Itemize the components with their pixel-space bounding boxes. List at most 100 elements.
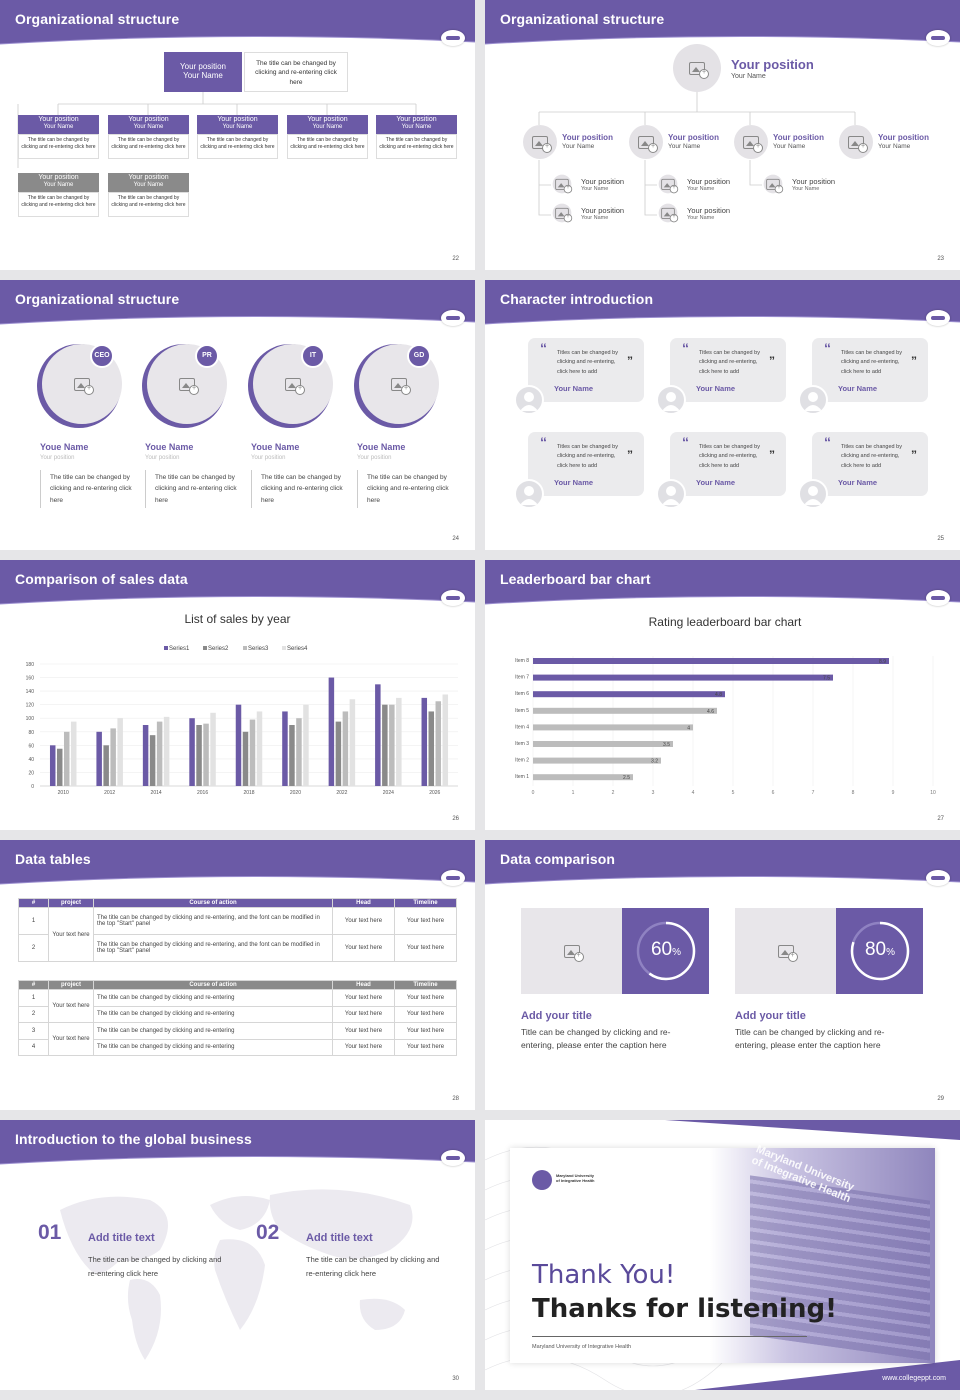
- card-desc: The title can be changed by clicking and…: [18, 134, 99, 159]
- page-number: 29: [937, 1096, 944, 1102]
- table-cell: Your text here: [48, 989, 94, 1023]
- bar-value-label: 7.5: [823, 676, 830, 682]
- sub-member-position: Your position: [581, 206, 625, 215]
- x-tick-label: 5: [732, 790, 735, 796]
- bar: [533, 741, 673, 747]
- quote-author: Your Name: [554, 384, 594, 393]
- comparison-image: [735, 908, 836, 994]
- slide-character-intro: Character introduction “ ” Titles can be c…: [485, 280, 960, 550]
- bar: [142, 725, 149, 786]
- bar: [389, 704, 395, 786]
- table-row: 2 The title can be changed by clicking an…: [18, 934, 457, 962]
- quote-card: [528, 338, 644, 402]
- image-placeholder-icon: [532, 135, 552, 153]
- legend-swatch: [243, 646, 247, 650]
- top-position: Your position: [731, 57, 814, 72]
- x-tick-label: 2016: [197, 790, 208, 796]
- table-cell: The title can be changed by clicking and…: [93, 1038, 333, 1056]
- table-cell: 2: [18, 934, 49, 962]
- table-cell: Your text here: [394, 989, 457, 1007]
- quote-card: [528, 432, 644, 496]
- card-desc: The title can be changed by clicking and…: [197, 134, 278, 159]
- bar: [117, 718, 123, 786]
- x-tick-label: 2012: [104, 790, 115, 796]
- slide-org-structure-23: Organizational structure Your position Y…: [485, 0, 960, 270]
- chart-title: Rating leaderboard bar chart: [648, 615, 802, 629]
- member-desc: The title can be changed by clicking and…: [50, 474, 132, 504]
- card-name: Your Name: [133, 124, 164, 131]
- image-placeholder-icon: [285, 377, 305, 395]
- sub-member-name: Your Name: [792, 186, 820, 192]
- sub-member-name: Your Name: [581, 186, 609, 192]
- page-number: 26: [452, 816, 459, 822]
- image-placeholder-icon: [766, 178, 784, 193]
- connector-lines: [538, 92, 856, 216]
- table-header: Head: [332, 898, 395, 908]
- y-tick-label: 160: [26, 676, 35, 682]
- member-position: Your position: [668, 133, 719, 142]
- y-category-label: Item 6: [515, 691, 529, 697]
- leaderboard-bar-chart: 0 1 2 3 4 5 6 7 8 9 10 Item 8 8.9 Item 7 7.5 Item 6 4.8 I…: [515, 656, 936, 796]
- card-position: Your position: [128, 174, 169, 181]
- item-desc: Title can be changed by clicking and re-…: [521, 1027, 671, 1050]
- member-name: Youe Name: [251, 442, 300, 452]
- website-link[interactable]: www.collegeppt.com: [882, 1375, 946, 1382]
- member-photo: [629, 125, 663, 159]
- sub-member-position: Your position: [687, 177, 731, 186]
- slide-title: Introduction to the global business: [15, 1131, 252, 1147]
- table-header: Course of action: [93, 980, 333, 990]
- table-cell: Your text here: [332, 907, 395, 935]
- avatar: [798, 385, 828, 415]
- sub-member-photo: [763, 174, 784, 194]
- quote-author: Your Name: [838, 478, 878, 487]
- bar: [533, 691, 725, 698]
- image-placeholder-icon: [689, 61, 709, 79]
- page-number: 27: [937, 816, 944, 822]
- bar: [435, 701, 442, 786]
- logo-icon: [441, 310, 465, 326]
- quote-text: Titles can be changed by clicking and re…: [557, 444, 618, 469]
- member-name: Your Name: [773, 143, 806, 150]
- card-header: Your position Your Name: [287, 115, 368, 134]
- table-cell: 3: [18, 1022, 49, 1040]
- x-tick-label: 2014: [151, 790, 162, 796]
- table-header: Timeline: [394, 898, 457, 908]
- y-tick-label: 140: [26, 689, 35, 695]
- slide-header: [485, 560, 960, 606]
- legend-swatch: [164, 646, 168, 650]
- slide-header: [0, 280, 475, 326]
- table-cell: Your text here: [394, 934, 457, 962]
- quote-card: [670, 338, 786, 402]
- sub-member-photo: [552, 174, 573, 194]
- image-placeholder-icon: [391, 377, 411, 395]
- bar: [210, 712, 216, 786]
- bar: [533, 674, 833, 681]
- sub-member-photo: [658, 174, 679, 194]
- avatar: [798, 479, 828, 509]
- logo-text: Maryland University of Integrative Healt…: [556, 1173, 595, 1183]
- bar-value-label: 4.8: [715, 692, 722, 698]
- x-tick-label: 1: [572, 790, 575, 796]
- table-2: # project Course of action Head Timeline 1 You…: [18, 980, 457, 1056]
- member-position: Your position: [878, 133, 929, 142]
- table-row: 2 The title can be changed by clicking an…: [18, 1005, 457, 1023]
- bar: [70, 721, 77, 786]
- bar: [256, 711, 263, 786]
- item-title: Add title text: [306, 1232, 373, 1244]
- quote-close-icon: ”: [769, 448, 775, 462]
- avatar: [656, 479, 686, 509]
- bar-value-label: 8.9: [879, 659, 886, 665]
- table-header: project: [48, 980, 94, 990]
- card-desc: The title can be changed by clicking and…: [108, 134, 189, 159]
- bar: [296, 718, 302, 786]
- building-facade: [750, 1175, 930, 1361]
- x-tick-label: 2020: [290, 790, 301, 796]
- item-number: 02: [256, 1221, 280, 1244]
- table-cell: The title can be changed by clicking and…: [93, 989, 333, 1007]
- table-row: 4 The title can be changed by clicking an…: [18, 1038, 457, 1056]
- item-number: 01: [38, 1221, 62, 1244]
- top-position-box: Your position Your Name: [164, 52, 242, 92]
- y-tick-label: 20: [28, 770, 34, 776]
- bar: [396, 697, 402, 786]
- member-position: Your position: [562, 133, 613, 142]
